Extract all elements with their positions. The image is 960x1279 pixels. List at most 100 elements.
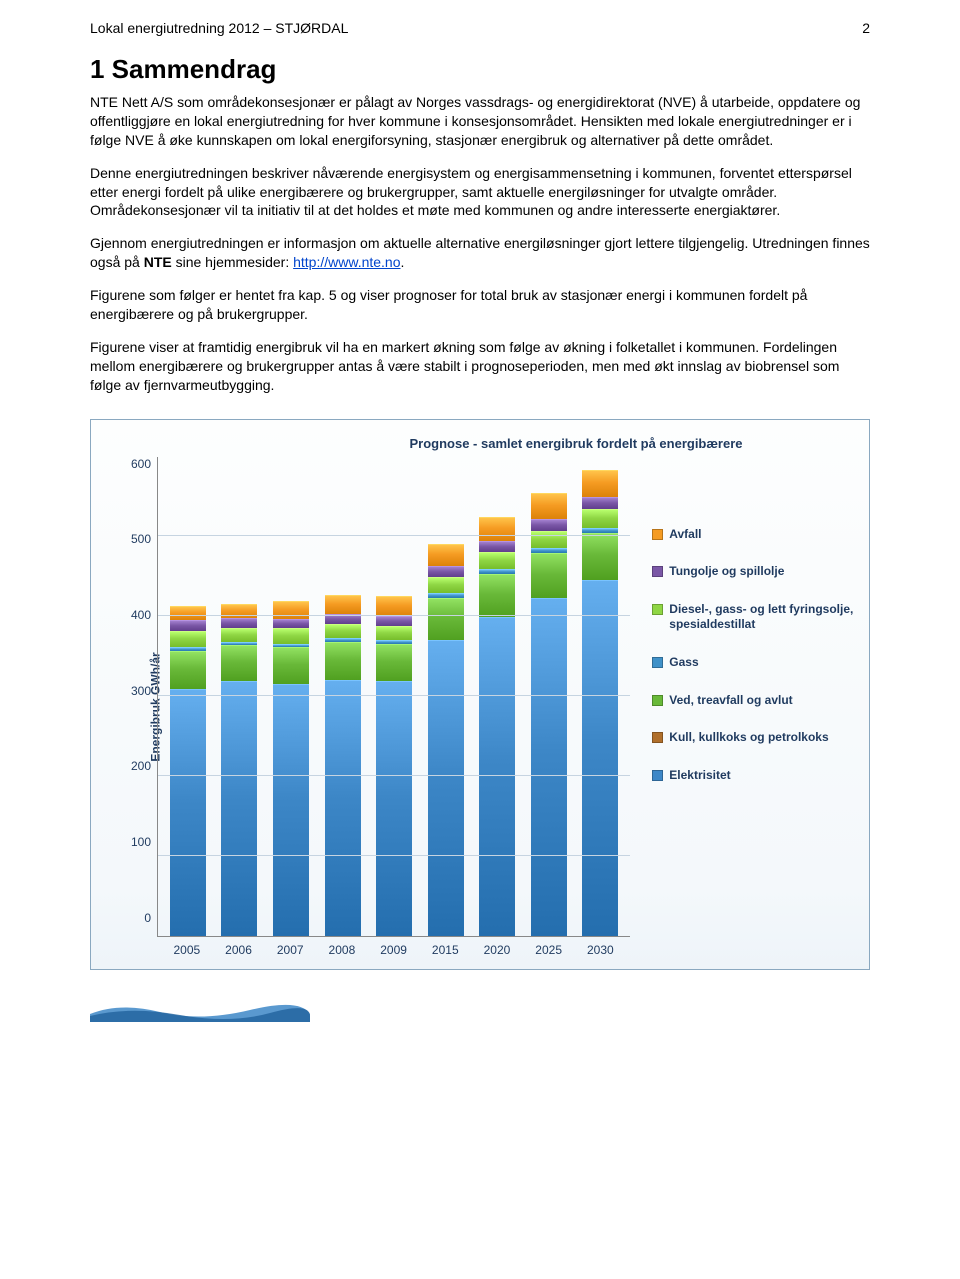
segment-avfall	[582, 470, 618, 497]
segment-diesel	[170, 631, 206, 647]
segment-elektrisitet	[531, 598, 567, 936]
segment-elektrisitet	[428, 640, 464, 936]
para-1: NTE Nett A/S som områdekonsesjonær er på…	[90, 93, 870, 150]
segment-tungolje	[531, 519, 567, 531]
segment-tungolje	[479, 541, 515, 552]
bar-2025	[531, 493, 567, 935]
segment-ved	[273, 647, 309, 684]
chart-legend: Avfall Tungolje og spillolje Diesel-, gass…	[630, 457, 859, 957]
legend-label: Diesel-, gass- og lett fyringsolje, spes…	[669, 602, 859, 633]
legend-label: Gass	[669, 655, 698, 671]
bar-2007	[273, 601, 309, 935]
segment-elektrisitet	[221, 681, 257, 935]
segment-diesel	[221, 628, 257, 642]
bar-2020	[479, 517, 515, 935]
para-3-b: sine hjemmesider:	[172, 254, 293, 270]
legend-item-tungolje: Tungolje og spillolje	[652, 564, 859, 580]
segment-diesel	[582, 509, 618, 527]
legend-label: Kull, kullkoks og petrolkoks	[669, 730, 828, 746]
gridline	[158, 775, 630, 776]
segment-avfall	[531, 493, 567, 519]
page-title: 1 Sammendrag	[90, 54, 870, 85]
segment-tungolje	[273, 619, 309, 629]
legend-swatch	[652, 695, 663, 706]
legend-item-gass: Gass	[652, 655, 859, 671]
page-header: Lokal energiutredning 2012 – STJØRDAL 2	[90, 20, 870, 36]
homepage-link[interactable]: http://www.nte.no	[293, 254, 400, 270]
legend-label: Avfall	[669, 527, 701, 543]
segment-tungolje	[170, 620, 206, 630]
segment-ved	[582, 533, 618, 579]
segment-avfall	[479, 517, 515, 541]
segment-tungolje	[221, 618, 257, 628]
legend-item-ved: Ved, treavfall og avlut	[652, 693, 859, 709]
legend-swatch	[652, 566, 663, 577]
bar-2015	[428, 544, 464, 936]
x-axis-ticks: 200520062007200820092015202020252030	[157, 937, 630, 957]
para-3: Gjennom energiutredningen er informasjon…	[90, 234, 870, 272]
segment-tungolje	[376, 616, 412, 626]
segment-ved	[531, 553, 567, 598]
para-4: Figurene som følger er hentet fra kap. 5…	[90, 286, 870, 324]
y-axis-label-wrap: Energibruk GWh/år	[101, 457, 123, 957]
para-3-c: .	[401, 254, 405, 270]
segment-diesel	[531, 531, 567, 549]
legend-label: Ved, treavfall og avlut	[669, 693, 792, 709]
legend-label: Elektrisitet	[669, 768, 730, 784]
x-tick: 2007	[272, 943, 308, 957]
para-2: Denne energiutredningen beskriver nåvære…	[90, 164, 870, 221]
gridline	[158, 695, 630, 696]
segment-tungolje	[582, 497, 618, 509]
y-tick: 400	[131, 608, 151, 622]
energy-chart: Prognose - samlet energibruk fordelt på …	[90, 419, 870, 970]
legend-swatch	[652, 732, 663, 743]
bar-2008	[325, 595, 361, 936]
x-tick: 2025	[531, 943, 567, 957]
legend-swatch	[652, 657, 663, 668]
legend-item-elektrisitet: Elektrisitet	[652, 768, 859, 784]
gridline	[158, 615, 630, 616]
x-tick: 2015	[427, 943, 463, 957]
segment-avfall	[170, 606, 206, 620]
segment-tungolje	[428, 566, 464, 577]
x-tick: 2030	[582, 943, 618, 957]
segment-avfall	[273, 601, 309, 619]
chart-bars	[158, 457, 630, 936]
segment-elektrisitet	[170, 689, 206, 935]
x-tick: 2008	[324, 943, 360, 957]
x-tick: 2006	[221, 943, 257, 957]
segment-avfall	[428, 544, 464, 566]
segment-elektrisitet	[325, 680, 361, 936]
segment-elektrisitet	[273, 684, 309, 936]
segment-ved	[428, 598, 464, 640]
segment-elektrisitet	[479, 617, 515, 935]
header-page-number: 2	[862, 20, 870, 36]
segment-diesel	[273, 628, 309, 643]
segment-diesel	[428, 577, 464, 593]
legend-swatch	[652, 770, 663, 781]
segment-elektrisitet	[376, 681, 412, 935]
gridline	[158, 535, 630, 536]
segment-diesel	[479, 552, 515, 569]
header-left: Lokal energiutredning 2012 – STJØRDAL	[90, 20, 348, 36]
chart-plot-area	[157, 457, 630, 937]
chart-title: Prognose - samlet energibruk fordelt på …	[361, 436, 791, 451]
segment-avfall	[325, 595, 361, 614]
legend-item-avfall: Avfall	[652, 527, 859, 543]
segment-avfall	[221, 604, 257, 618]
legend-label: Tungolje og spillolje	[669, 564, 784, 580]
legend-item-diesel: Diesel-, gass- og lett fyringsolje, spes…	[652, 602, 859, 633]
y-tick: 600	[131, 457, 151, 471]
legend-item-kull: Kull, kullkoks og petrolkoks	[652, 730, 859, 746]
segment-ved	[325, 642, 361, 680]
para-5: Figurene viser at framtidig energibruk v…	[90, 338, 870, 395]
segment-ved	[376, 644, 412, 681]
segment-ved	[479, 574, 515, 617]
segment-diesel	[325, 624, 361, 638]
x-tick: 2009	[376, 943, 412, 957]
legend-swatch	[652, 604, 663, 615]
bar-2005	[170, 606, 206, 936]
bar-2030	[582, 470, 618, 936]
segment-diesel	[376, 626, 412, 640]
x-tick: 2005	[169, 943, 205, 957]
